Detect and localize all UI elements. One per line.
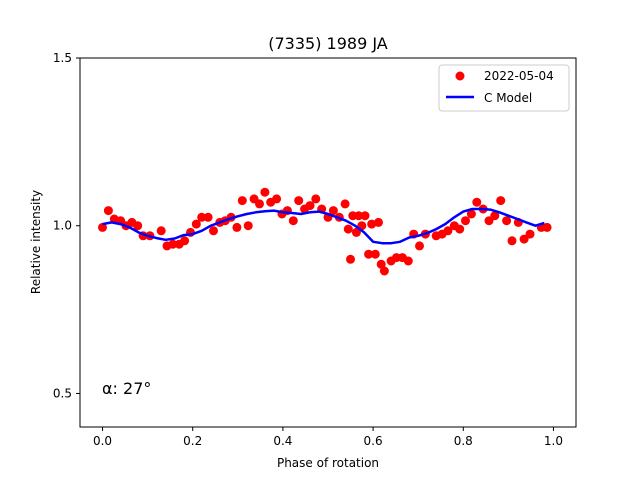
data-point [255,199,264,209]
data-point [415,241,424,251]
legend: 2022-05-04 C Model [438,64,570,112]
data-point [346,254,355,264]
data-point [461,216,470,226]
plot-frame [79,57,577,428]
data-point [237,196,247,206]
data-point [203,212,213,222]
data-point [370,249,380,259]
legend-marker-observations [455,71,465,81]
data-point [367,219,377,229]
data-point [328,206,338,216]
x-tick-label: 0.4 [273,434,292,448]
data-point [311,194,321,204]
data-point [305,201,315,211]
y-tick-label: 1.0 [53,219,72,233]
x-tick-label: 0.6 [364,434,383,448]
data-point [133,221,143,231]
data-point [502,216,512,226]
legend-box [438,64,570,112]
data-point [376,259,386,269]
data-point [443,226,453,236]
data-point [98,222,107,232]
data-point [209,226,218,236]
data-point [168,239,178,249]
data-point [364,249,374,259]
data-point [272,194,282,204]
y-tick-label: 0.5 [53,386,72,400]
data-point [197,212,207,222]
model-line [102,207,545,245]
data-point [232,222,242,232]
data-point [466,209,476,219]
data-point [343,224,353,234]
data-point [374,217,383,227]
data-point [180,236,190,246]
legend-label-model: C Model [484,91,532,105]
data-point [288,216,298,226]
data-point [294,196,304,206]
x-tick-label: 0.8 [454,434,473,448]
data-point [490,211,500,221]
data-point [403,256,413,266]
x-tick-label: 0.2 [183,434,202,448]
legend-label-observations: 2022-05-04 [484,69,554,83]
y-tick-label: 1.5 [53,51,72,65]
data-point [496,196,506,206]
data-point [472,197,482,207]
data-point [103,206,113,216]
phase-angle-annotation: α: 27° [102,379,151,398]
data-point [455,224,465,234]
data-point [243,221,253,231]
x-tick-label: 0.0 [93,434,112,448]
data-point [507,236,517,246]
data-point [156,226,166,236]
data-point [354,211,364,221]
data-point [351,227,361,237]
chart-title: (7335) 1989 JA [268,34,388,53]
data-point [525,229,535,239]
data-point [519,234,529,244]
data-point [379,266,389,276]
x-axis-label: Phase of rotation [277,456,379,470]
data-point [191,219,201,229]
data-point [542,222,552,232]
data-point [260,187,270,197]
x-tick-label: 1.0 [544,434,563,448]
data-point [340,199,350,209]
y-axis-label: Relative intensity [29,190,43,294]
data-point [360,211,370,221]
